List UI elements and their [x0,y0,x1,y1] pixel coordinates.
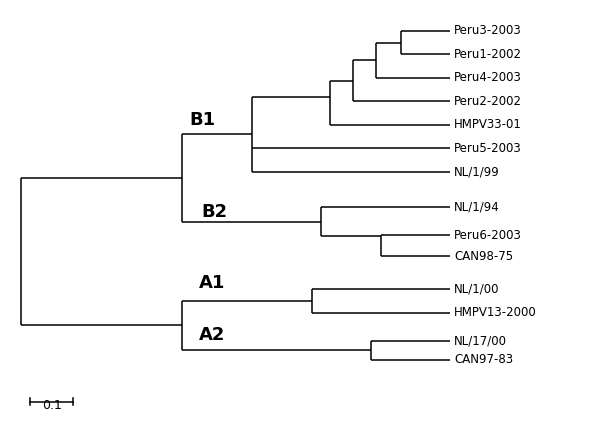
Text: Peru6-2003: Peru6-2003 [454,229,522,242]
Text: Peru3-2003: Peru3-2003 [454,24,522,37]
Text: Peru2-2002: Peru2-2002 [454,95,523,108]
Text: NL/17/00: NL/17/00 [454,334,508,347]
Text: CAN97-83: CAN97-83 [454,353,514,366]
Text: B1: B1 [190,111,215,129]
Text: Peru1-2002: Peru1-2002 [454,48,523,61]
Text: A1: A1 [199,274,225,292]
Text: HMPV33-01: HMPV33-01 [454,118,522,131]
Text: Peru4-2003: Peru4-2003 [454,71,522,84]
Text: NL/1/00: NL/1/00 [454,282,500,296]
Text: HMPV13-2000: HMPV13-2000 [454,306,537,319]
Text: NL/1/94: NL/1/94 [454,200,500,214]
Text: 0.1: 0.1 [42,399,62,412]
Text: NL/1/99: NL/1/99 [454,165,500,178]
Text: CAN98-75: CAN98-75 [454,250,514,263]
Text: Peru5-2003: Peru5-2003 [454,142,522,155]
Text: B2: B2 [201,202,227,221]
Text: A2: A2 [199,326,225,344]
